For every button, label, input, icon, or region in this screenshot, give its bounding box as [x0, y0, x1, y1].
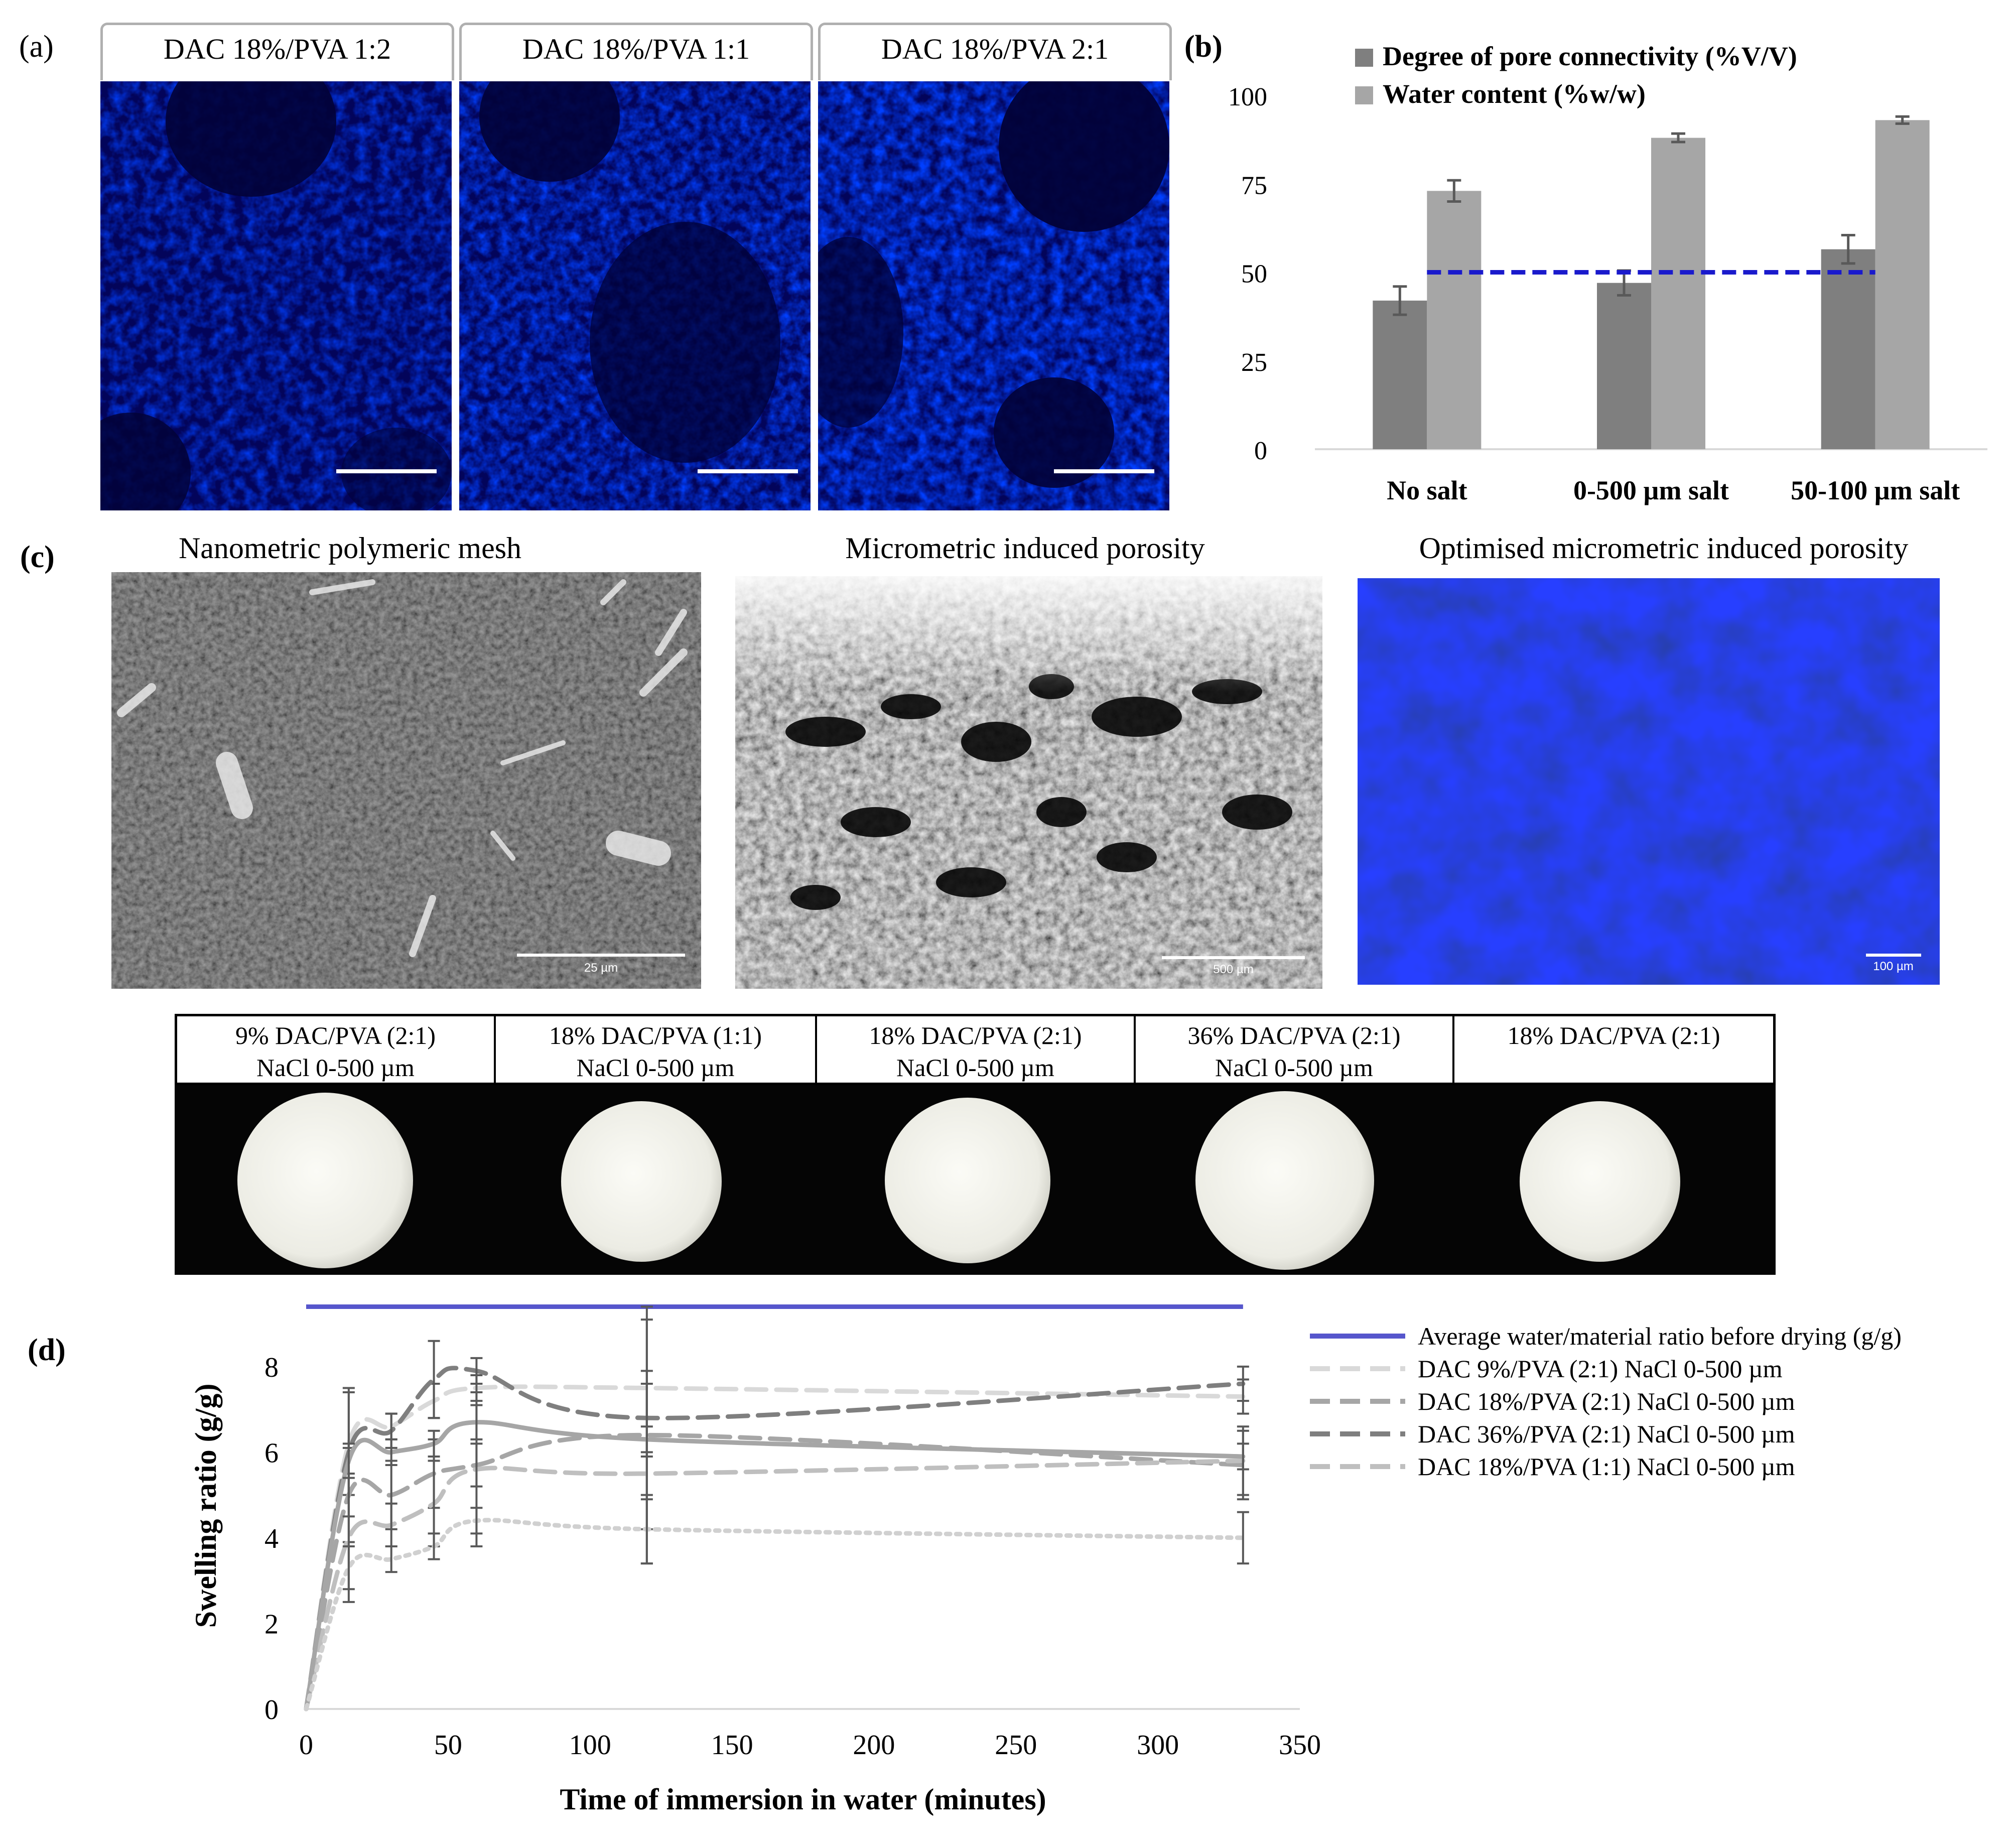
- scale-bar: [517, 954, 685, 957]
- legend-label: Average water/material ratio before dryi…: [1418, 1322, 1902, 1350]
- scale-bar: [1054, 469, 1154, 473]
- x-tick-label: 100: [569, 1730, 611, 1761]
- scale-text: 100 µm: [1873, 960, 1914, 973]
- y-tick-label: 0: [1254, 437, 1267, 465]
- sample-salt: NaCl 0-500 µm: [256, 1053, 415, 1082]
- bar: [1597, 283, 1651, 449]
- fluorescence-image-optimised: [1358, 578, 1940, 985]
- legend-label: DAC 36%/PVA (2:1) NaCl 0-500 µm: [1418, 1420, 1795, 1448]
- sample-salt: NaCl 0-500 µm: [1215, 1053, 1373, 1082]
- legend-label: Degree of pore connectivity (%V/V): [1383, 41, 1797, 71]
- sample-salt: NaCl 0-500 µm: [896, 1053, 1054, 1082]
- sample-name: 36% DAC/PVA (2:1): [1187, 1021, 1401, 1049]
- line-chart: 0 50 100 150 200 250 300 350 0 2 4 6 8 Time of immers…: [189, 1304, 1902, 1816]
- x-axis-title: Time of immersion in water (minutes): [560, 1783, 1046, 1816]
- sample-name: 18% DAC/PVA (2:1): [869, 1021, 1082, 1049]
- panel-b-label: (b): [1184, 30, 1223, 64]
- panel-c-label: (c): [20, 540, 55, 574]
- bar-chart: 0 25 50 75 100 No salt 0-500 µm salt 50-100 µm …: [1228, 41, 1987, 505]
- legend-swatch: [1355, 49, 1373, 67]
- sample-header: 9% DAC/PVA (2:1) NaCl 0-500 µm: [177, 1016, 496, 1083]
- y-tick-label: 8: [264, 1352, 279, 1383]
- sem-image-micrometric: [735, 576, 1322, 989]
- sample-disc: [1520, 1101, 1680, 1262]
- sample-disc: [1195, 1091, 1374, 1270]
- fluorescence-image-2-1: [818, 81, 1169, 510]
- image-title-micrometric: Micrometric induced porosity: [845, 532, 1205, 565]
- y-tick-label: 0: [264, 1694, 279, 1726]
- sample-name: 9% DAC/PVA (2:1): [235, 1021, 436, 1049]
- sample-title-a3: DAC 18%/PVA 2:1: [818, 23, 1172, 80]
- y-tick-label: 100: [1228, 83, 1267, 111]
- y-tick-label: 75: [1241, 171, 1267, 200]
- series-line: [304, 1518, 1246, 1711]
- sample-header: 18% DAC/PVA (2:1) NaCl 0-500 µm: [817, 1016, 1136, 1083]
- sample-name: 18% DAC/PVA (1:1): [549, 1021, 762, 1049]
- image-title-nanometric: Nanometric polymeric mesh: [178, 532, 522, 565]
- x-tick-label: 350: [1279, 1730, 1321, 1761]
- y-axis-title: Swelling ratio (g/g): [189, 1384, 222, 1628]
- legend-label: Water content (%w/w): [1383, 79, 1646, 109]
- sample-header-row: 9% DAC/PVA (2:1) NaCl 0-500 µm 18% DAC/P…: [175, 1014, 1776, 1085]
- series-line: [304, 1366, 1246, 1711]
- panel-d-label: (d): [28, 1333, 66, 1367]
- x-tick-label: 300: [1137, 1730, 1179, 1761]
- scale-bar: [698, 469, 798, 473]
- legend-label: DAC 9%/PVA (2:1) NaCl 0-500 µm: [1418, 1355, 1783, 1383]
- x-tick-label: 50: [434, 1730, 462, 1761]
- bar: [1821, 249, 1875, 449]
- legend-swatch: [1355, 86, 1373, 104]
- panel-a-label: (a): [19, 30, 54, 64]
- series-line: [304, 1432, 1246, 1711]
- scale-bar: [1866, 954, 1921, 957]
- fluorescence-image-1-2: [100, 81, 452, 510]
- fluorescence-image-1-1: [459, 81, 811, 510]
- bar: [1427, 191, 1482, 450]
- bar: [1373, 300, 1427, 449]
- x-tick-label: 0: [299, 1730, 313, 1761]
- sample-photo-strip: [175, 1085, 1776, 1275]
- y-tick-label: 25: [1241, 348, 1267, 377]
- sample-disc: [237, 1093, 413, 1268]
- x-tick-label: 250: [995, 1730, 1037, 1761]
- legend-label: DAC 18%/PVA (1:1) NaCl 0-500 µm: [1418, 1453, 1795, 1481]
- sample-disc: [885, 1098, 1050, 1263]
- y-tick-label: 4: [264, 1523, 279, 1554]
- series-line: [304, 1384, 1246, 1711]
- series-line: [304, 1420, 1246, 1711]
- bar: [1651, 138, 1705, 450]
- sample-header: 18% DAC/PVA (1:1) NaCl 0-500 µm: [496, 1016, 817, 1083]
- scale-text: 25 µm: [584, 961, 618, 975]
- sample-header: 36% DAC/PVA (2:1) NaCl 0-500 µm: [1136, 1016, 1454, 1083]
- legend-label: DAC 18%/PVA (2:1) NaCl 0-500 µm: [1418, 1387, 1795, 1415]
- sample-salt: NaCl 0-500 µm: [576, 1053, 735, 1082]
- sample-name: 18% DAC/PVA (2:1): [1507, 1021, 1720, 1049]
- x-tick-label: No salt: [1387, 475, 1467, 505]
- image-title-optimised: Optimised micrometric induced porosity: [1419, 532, 1909, 565]
- sample-header: 18% DAC/PVA (2:1): [1454, 1016, 1773, 1083]
- sample-title-a2: DAC 18%/PVA 1:1: [459, 23, 813, 80]
- series-line: [304, 1458, 1246, 1711]
- scale-text: 500 µm: [1213, 963, 1254, 976]
- sample-disc: [561, 1101, 722, 1262]
- bar: [1875, 120, 1930, 450]
- y-tick-label: 2: [264, 1609, 279, 1640]
- x-tick-label: 50-100 µm salt: [1791, 475, 1960, 505]
- x-tick-label: 0-500 µm salt: [1573, 475, 1729, 505]
- y-tick-label: 50: [1241, 260, 1267, 289]
- sample-title-a1: DAC 18%/PVA 1:2: [100, 23, 454, 80]
- sem-image-nanometric: [111, 572, 701, 989]
- x-tick-label: 150: [711, 1730, 753, 1761]
- scale-bar: [1162, 956, 1305, 959]
- x-tick-label: 200: [853, 1730, 895, 1761]
- scale-bar: [336, 469, 437, 473]
- y-tick-label: 6: [264, 1437, 279, 1469]
